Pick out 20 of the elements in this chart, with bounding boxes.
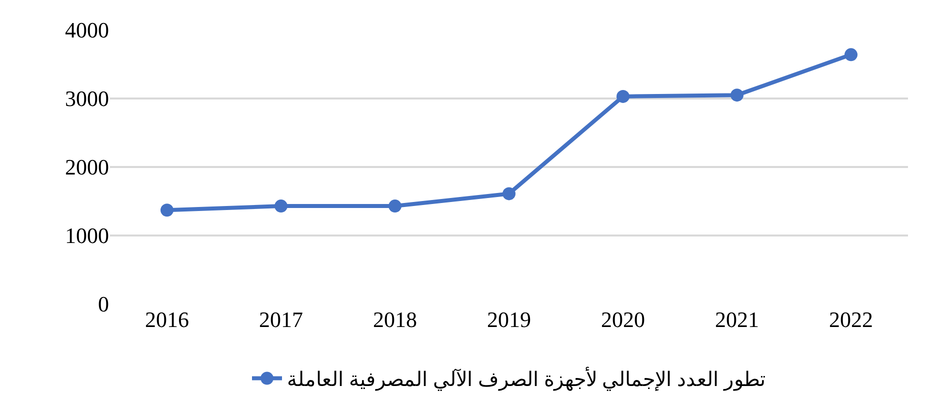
- x-tick-label: 2016: [145, 307, 189, 332]
- y-tick-label: 1000: [65, 223, 109, 248]
- x-tick-label: 2021: [715, 307, 759, 332]
- y-tick-label: 0: [98, 292, 109, 317]
- x-tick-label: 2022: [829, 307, 873, 332]
- x-tick-label: 2019: [487, 307, 531, 332]
- point: [730, 88, 744, 102]
- legend-label: تطور العدد الإجمالي لأجهزة الصرف الآلي المصرفية العاملة: [287, 366, 766, 392]
- y-tick-label: 3000: [65, 86, 109, 112]
- y-tick-label: 2000: [65, 154, 109, 180]
- x-tick-label: 2018: [373, 307, 417, 332]
- point: [160, 204, 174, 217]
- point: [844, 48, 858, 62]
- y-tick-label: 4000: [65, 18, 109, 43]
- point: [274, 200, 288, 213]
- x-tick-label: 2017: [259, 307, 303, 332]
- point: [502, 187, 516, 200]
- x-tick-label: 2020: [601, 307, 645, 332]
- point: [388, 200, 402, 213]
- point: [616, 90, 630, 103]
